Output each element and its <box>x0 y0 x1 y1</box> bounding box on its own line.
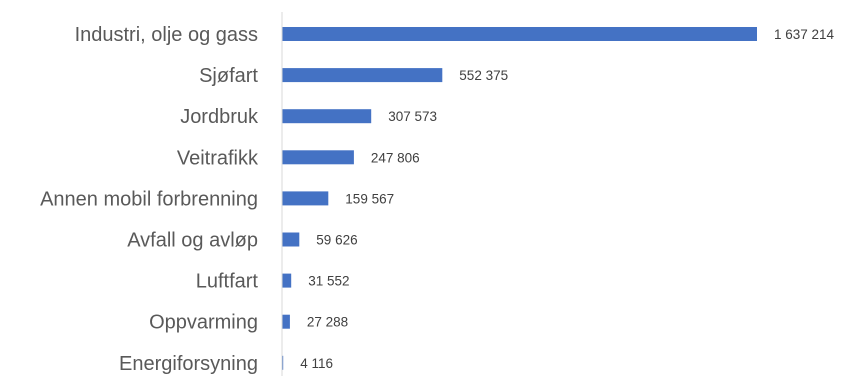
bar-2 <box>282 109 372 124</box>
value-label-3: 247 806 <box>371 150 420 165</box>
value-label-4: 159 567 <box>345 191 394 206</box>
value-label-2: 307 573 <box>388 109 437 124</box>
bar-8 <box>282 355 284 370</box>
value-label-8: 4 116 <box>300 356 333 371</box>
value-labels-group: 1 637 214 552 375 307 573 247 806 159 567 59 … <box>300 27 834 371</box>
category-label-3: Veitrafikk <box>177 147 259 169</box>
category-label-5: Avfall og avløp <box>127 230 258 252</box>
bar-0 <box>282 27 757 41</box>
category-label-2: Jordbruk <box>180 106 259 128</box>
bar-3 <box>282 150 354 165</box>
bar-7 <box>282 314 290 329</box>
value-label-5: 59 626 <box>316 233 357 248</box>
category-label-8: Energiforsyning <box>119 353 258 375</box>
category-label-7: Oppvarming <box>149 312 258 334</box>
bar-1 <box>282 68 443 83</box>
category-label-1: Sjøfart <box>199 65 258 87</box>
category-label-4: Annen mobil forbrenning <box>40 188 258 210</box>
value-label-6: 31 552 <box>308 274 349 289</box>
bar-6 <box>282 273 292 288</box>
bar-5 <box>282 232 300 247</box>
bar-4 <box>282 191 329 206</box>
category-labels-group: Industri, olje og gass Sjøfart Jordbruk Vei… <box>40 24 259 375</box>
value-label-0: 1 637 214 <box>774 27 835 42</box>
category-label-6: Luftfart <box>196 271 259 293</box>
value-label-1: 552 375 <box>459 68 508 83</box>
bars-group <box>282 27 757 370</box>
category-label-0: Industri, olje og gass <box>75 24 258 46</box>
value-label-7: 27 288 <box>307 315 348 330</box>
